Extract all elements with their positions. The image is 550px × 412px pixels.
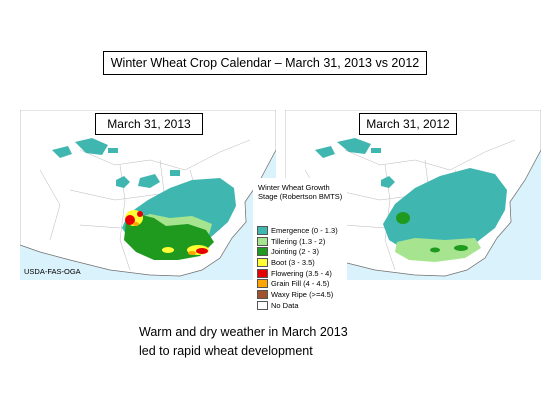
legend-label: Jointing (2 - 3) [271, 247, 319, 257]
data-credit: USDA-FAS-OGA [24, 267, 81, 276]
legend-item: Jointing (2 - 3) [257, 246, 338, 257]
legend-swatch [257, 257, 268, 267]
slide-caption: Warm and dry weather in March 2013 led t… [139, 323, 348, 361]
legend-item: Waxy Ripe (>=4.5) [257, 289, 338, 300]
legend-label: No Data [271, 300, 299, 310]
map-2013: March 31, 2013 USDA-FAS-OGA [20, 110, 276, 280]
legend-item: Grain Fill (4 - 4.5) [257, 278, 338, 289]
legend-item: Tillering (1.3 - 2) [257, 236, 338, 247]
legend-title: Winter Wheat Growth Stage (Robertson BMT… [258, 183, 343, 201]
map-2012-graphic [285, 110, 541, 277]
map-2012-date-label: March 31, 2012 [359, 113, 457, 135]
legend-item: Boot (3 - 3.5) [257, 257, 338, 268]
slide-title: Winter Wheat Crop Calendar – March 31, 2… [103, 51, 427, 75]
legend-label: Emergence (0 - 1.3) [271, 225, 338, 235]
legend-label: Grain Fill (4 - 4.5) [271, 279, 330, 289]
legend-label: Flowering (3.5 - 4) [271, 268, 332, 278]
growth-stage-legend: Winter Wheat Growth Stage (Robertson BMT… [253, 178, 347, 310]
legend-swatch [257, 236, 268, 246]
legend-swatch [257, 300, 268, 310]
map-2013-graphic [20, 110, 276, 277]
legend-item: Emergence (0 - 1.3) [257, 225, 338, 236]
legend-swatch [257, 289, 268, 299]
map-2013-date-label: March 31, 2013 [95, 113, 203, 135]
legend-item: Flowering (3.5 - 4) [257, 268, 338, 279]
caption-line-2: led to rapid wheat development [139, 344, 313, 358]
legend-swatch [257, 247, 268, 257]
legend-label: Boot (3 - 3.5) [271, 257, 315, 267]
legend-item: No Data [257, 300, 338, 311]
legend-label: Tillering (1.3 - 2) [271, 236, 326, 246]
legend-items: Emergence (0 - 1.3) Tillering (1.3 - 2) Jo… [257, 225, 338, 311]
caption-line-1: Warm and dry weather in March 2013 [139, 325, 348, 339]
legend-swatch [257, 268, 268, 278]
legend-swatch [257, 279, 268, 289]
legend-label: Waxy Ripe (>=4.5) [271, 289, 334, 299]
legend-swatch [257, 225, 268, 235]
